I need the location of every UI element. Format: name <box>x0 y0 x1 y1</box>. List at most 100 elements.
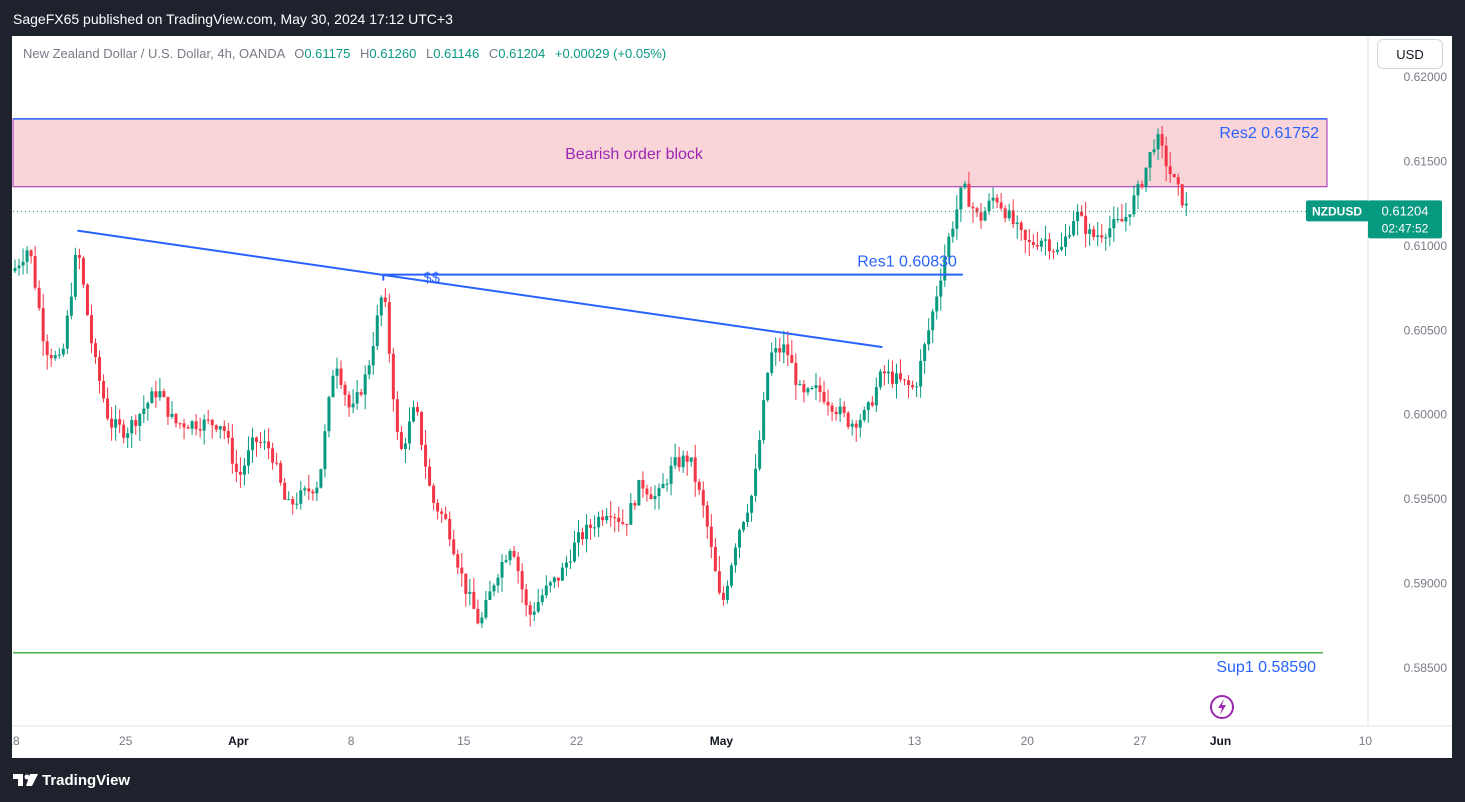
candle-body <box>862 410 866 421</box>
res1-label: Res1 0.60830 <box>857 254 957 271</box>
candle-body <box>770 352 774 373</box>
candle-body <box>283 482 287 500</box>
candle-body <box>420 411 424 445</box>
candle-body <box>1035 244 1039 247</box>
candle-body <box>943 256 947 281</box>
candle-body <box>911 384 915 388</box>
candle-body <box>894 373 898 384</box>
price-tag-value: 0.61204 <box>1382 203 1429 218</box>
candle-body <box>17 265 21 269</box>
candle-body <box>154 391 158 398</box>
candle-body <box>174 413 178 424</box>
candle-body <box>375 315 379 347</box>
candle-body <box>407 421 411 444</box>
candle-body <box>303 488 307 491</box>
candle-body <box>210 419 214 426</box>
candle-body <box>267 441 271 449</box>
time-tick: 13 <box>908 734 922 748</box>
candle-body <box>1031 242 1035 245</box>
price-tick: 0.62000 <box>1404 70 1448 84</box>
candle-body <box>496 577 500 586</box>
candle-body <box>138 414 142 426</box>
chart-canvas[interactable]: Bearish order block Res2 0.61752 Res1 0.60… <box>12 36 1452 758</box>
candle-body <box>1116 219 1120 221</box>
candle-body <box>939 280 943 297</box>
symbol-tag <box>1306 200 1369 222</box>
candle-body <box>1172 174 1176 178</box>
candle-body <box>1156 134 1160 150</box>
flash-icon[interactable] <box>1210 695 1234 719</box>
candle-body <box>560 567 564 581</box>
candle-body <box>49 355 53 359</box>
candle-body <box>271 448 275 463</box>
candle-body <box>577 532 580 543</box>
candle-body <box>617 517 621 523</box>
candle-body <box>564 562 568 568</box>
candle-body <box>226 430 230 438</box>
currency-button[interactable]: USD <box>1377 39 1443 69</box>
candle-body <box>65 315 69 349</box>
candle-body <box>411 407 415 422</box>
tradingview-brand[interactable]: TradingView <box>42 772 131 789</box>
candle-body <box>275 462 279 464</box>
candle-body <box>416 407 419 412</box>
candle-body <box>230 437 234 464</box>
candle-body <box>931 311 935 331</box>
candle-body <box>428 466 432 486</box>
candle-body <box>1027 240 1031 243</box>
high-label: H <box>359 46 370 61</box>
liquidity-label: $$ <box>423 270 440 287</box>
candle-body <box>194 421 198 430</box>
candle-body <box>1019 222 1023 231</box>
candle-body <box>665 483 669 485</box>
candle-body <box>601 516 605 521</box>
candle-body <box>842 406 846 413</box>
candle-body <box>1104 237 1108 239</box>
candle-body <box>53 355 57 359</box>
price-tick: 0.59500 <box>1404 492 1448 506</box>
candle-body <box>729 565 733 586</box>
publisher-bar: SageFX65 published on TradingView.com, M… <box>0 0 1465 36</box>
candle-body <box>1076 211 1080 222</box>
candle-body <box>927 330 931 345</box>
candle-body <box>468 591 472 594</box>
candle-body <box>834 411 838 415</box>
candle-body <box>544 585 548 596</box>
candle-body <box>1176 177 1180 185</box>
candle-body <box>484 600 488 618</box>
time-tick: 22 <box>570 734 584 748</box>
candle-body <box>45 341 49 356</box>
candle-body <box>999 202 1003 209</box>
candle-body <box>319 469 323 488</box>
candle-body <box>653 496 657 499</box>
candle-body <box>528 605 532 615</box>
candle-body <box>585 524 589 540</box>
candle-body <box>750 495 754 513</box>
candle-body <box>1015 222 1019 225</box>
time-tick: 25 <box>119 734 133 748</box>
candle-body <box>146 403 150 409</box>
candle-body <box>810 388 814 390</box>
candle-body <box>802 384 806 393</box>
candle-body <box>774 348 778 353</box>
candle-body <box>351 403 355 408</box>
candle-body <box>1092 229 1096 237</box>
candle-body <box>846 412 850 427</box>
candle-body <box>923 344 927 361</box>
candle-body <box>746 512 750 523</box>
candle-body <box>476 608 480 624</box>
candle-body <box>279 463 283 483</box>
candle-body <box>118 419 122 425</box>
candle-body <box>367 365 371 375</box>
candle-body <box>649 494 653 499</box>
candle-body <box>464 573 468 594</box>
candle-body <box>1084 215 1088 234</box>
tradingview-logo-icon[interactable] <box>13 772 39 788</box>
candle-body <box>37 287 41 309</box>
candle-body <box>339 368 343 385</box>
candle-body <box>971 206 975 209</box>
candle-body <box>903 379 907 381</box>
candle-body <box>287 499 291 501</box>
candle-body <box>106 398 110 419</box>
candle-body <box>717 571 721 593</box>
